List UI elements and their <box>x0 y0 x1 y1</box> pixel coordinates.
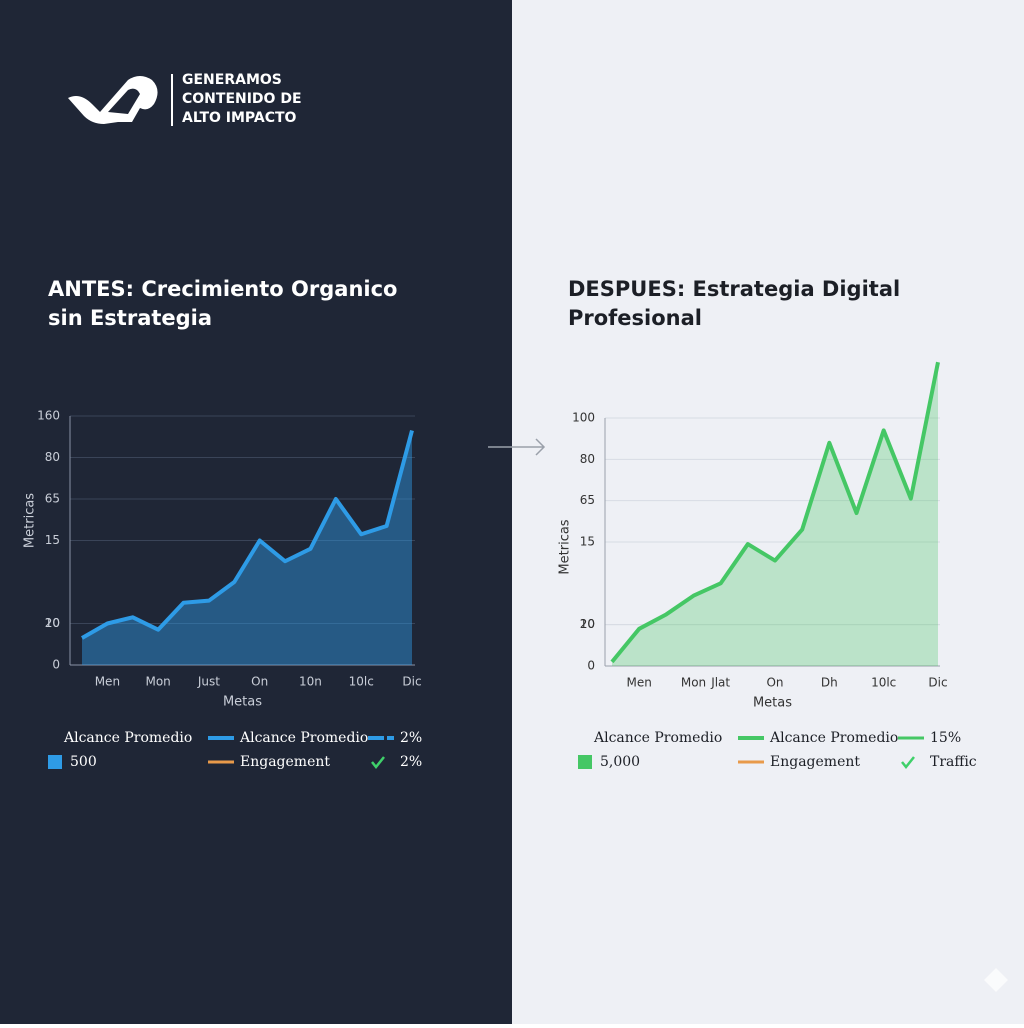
x-tick-label: Mon <box>681 676 706 690</box>
arrow <box>488 438 546 456</box>
left-panel <box>0 0 512 1024</box>
chart-title: ANTES: Crecimiento Organico <box>48 277 397 301</box>
x-tick-label: Dic <box>928 676 947 690</box>
line <box>81 430 414 640</box>
header-line: CONTENIDO DE <box>182 91 302 107</box>
y-tick-label: 0 <box>587 659 595 673</box>
legend-title: Alcance Promedio <box>593 730 722 746</box>
y-tick-label: 65 <box>45 492 60 506</box>
x-axis-label: Metas <box>753 696 792 711</box>
y-axis-label: Metricas <box>558 519 573 574</box>
legend-marker <box>371 756 385 770</box>
line <box>610 361 940 664</box>
legend-label: 2% <box>400 730 422 746</box>
y-tick-label: 160 <box>37 409 60 423</box>
y-axis-label: Metricas <box>23 493 38 548</box>
x-tick-label: Dic <box>402 675 421 689</box>
y-tick-label: 10 <box>45 616 60 630</box>
y-tick-label: 20 <box>580 617 595 631</box>
x-tick-label: 10lc <box>871 676 896 690</box>
x-tick-label: Dh <box>821 676 838 690</box>
y-tick-label: 100 <box>572 411 595 425</box>
chart-title: DESPUES: Estrategia Digital <box>568 277 900 301</box>
legend-label: 500 <box>70 754 97 770</box>
x-tick-label: On <box>766 676 783 690</box>
y-tick-label: 80 <box>45 450 60 464</box>
area <box>612 362 938 666</box>
legend-label: 2% <box>400 754 422 770</box>
legend-label: Alcance Promedio <box>239 730 368 746</box>
legend-label: 15% <box>930 730 961 746</box>
sparkle <box>984 968 1008 992</box>
header-line: ALTO IMPACTO <box>182 110 297 126</box>
y-tick-label: 20 <box>45 616 60 630</box>
x-tick-label: Just <box>197 675 220 689</box>
y-tick-label: 10 <box>580 617 595 631</box>
legend-marker <box>578 755 592 769</box>
header-line: GENERAMOS <box>182 72 282 88</box>
x-tick-label: 10n <box>299 675 322 689</box>
legend-title: Alcance Promedio <box>63 730 192 746</box>
x-tick-label: Jlat <box>710 676 730 690</box>
legend-label: 5,000 <box>600 754 640 770</box>
right-panel <box>512 0 1024 1024</box>
y-tick-label: 80 <box>580 452 595 466</box>
x-axis-label: Metas <box>223 695 262 710</box>
x-tick-label: On <box>251 675 268 689</box>
x-tick-label: Men <box>95 675 120 689</box>
chart-title: sin Estrategia <box>48 306 212 330</box>
chart-title: Profesional <box>568 306 702 330</box>
legend-label: Traffic <box>930 754 977 770</box>
legend-label: Engagement <box>240 754 330 770</box>
legend-marker <box>901 756 915 770</box>
x-tick-label: Mon <box>145 675 170 689</box>
y-tick-label: 65 <box>580 493 595 507</box>
legend-marker <box>48 755 62 769</box>
logo <box>68 76 158 124</box>
area <box>82 430 412 665</box>
legend-label: Engagement <box>770 754 860 770</box>
y-tick-label: 15 <box>45 533 60 547</box>
x-tick-label: Men <box>626 676 651 690</box>
legend-label: Alcance Promedio <box>769 730 898 746</box>
y-tick-label: 15 <box>580 535 595 549</box>
y-tick-label: 0 <box>52 658 60 672</box>
x-tick-label: 10lc <box>349 675 374 689</box>
